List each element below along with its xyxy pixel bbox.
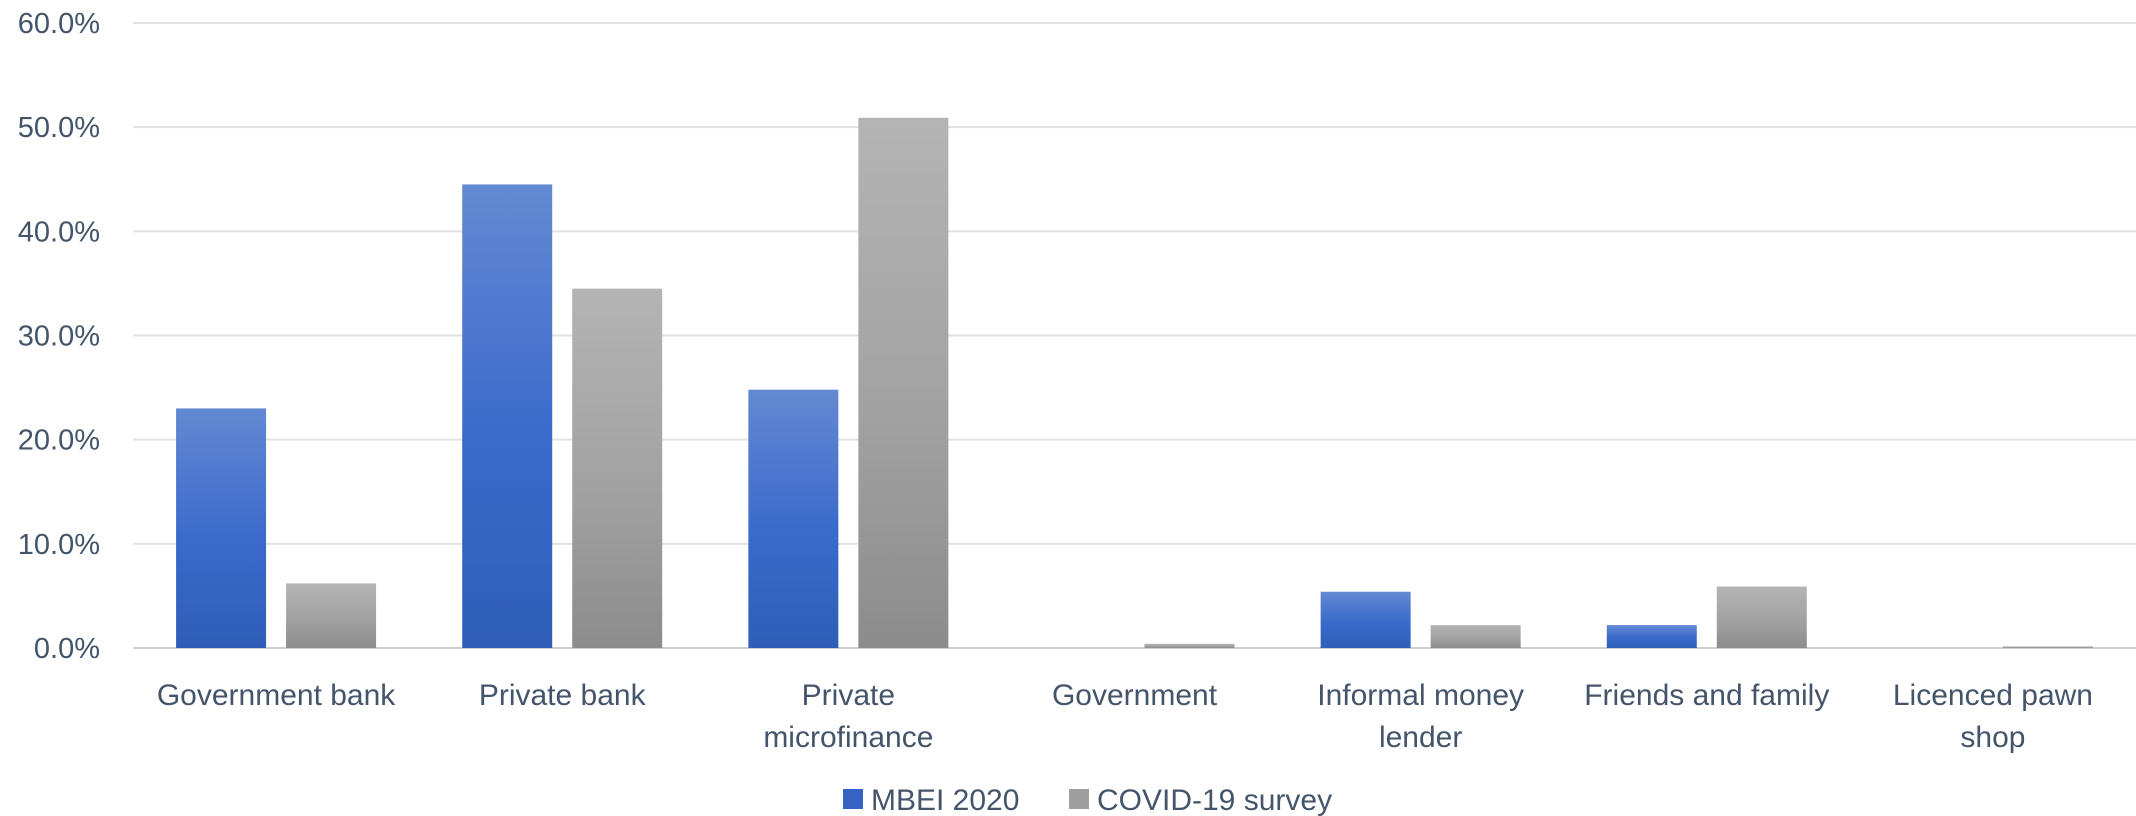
bar-mbei-2020 xyxy=(748,389,839,648)
x-category-label: shop xyxy=(1960,721,2025,754)
y-tick-label: 0.0% xyxy=(34,633,100,665)
bar-mbei-2020 xyxy=(176,408,267,648)
y-tick-label: 20.0% xyxy=(18,425,100,457)
x-category-label: Licenced pawn xyxy=(1893,679,2093,712)
gridlines xyxy=(133,22,2136,649)
y-tick-label: 40.0% xyxy=(18,216,100,248)
bar-mbei-2020 xyxy=(1606,625,1697,648)
legend: MBEI 2020 COVID-19 survey xyxy=(843,784,1332,816)
y-tick-label: 60.0% xyxy=(18,8,100,40)
bar-covid-19-survey xyxy=(858,117,949,648)
y-tick-label: 30.0% xyxy=(18,321,100,353)
x-category-label: Government xyxy=(1052,679,1218,712)
x-category-label: Private xyxy=(802,679,895,712)
x-axis-labels: Government bank Private bank Private microf… xyxy=(157,679,2093,754)
bar-covid-19-survey xyxy=(1144,643,1235,648)
bar-covid-19-survey xyxy=(1716,586,1807,648)
x-category-label: Government bank xyxy=(157,679,396,712)
bars xyxy=(176,117,2093,649)
bar-mbei-2020 xyxy=(462,184,553,649)
bar-covid-19-survey xyxy=(1430,625,1521,648)
legend-swatch-covid-19-survey xyxy=(1069,789,1089,809)
x-category-label: microfinance xyxy=(763,721,933,754)
bar-covid-19-survey xyxy=(286,583,377,648)
x-category-label: Private bank xyxy=(479,679,647,712)
x-category-label: lender xyxy=(1379,721,1462,754)
y-tick-label: 50.0% xyxy=(18,112,100,144)
legend-label-mbei-2020: MBEI 2020 xyxy=(871,784,1019,816)
x-category-label: Informal money xyxy=(1317,679,1524,712)
x-category-label: Friends and family xyxy=(1584,679,1829,712)
bar-covid-19-survey xyxy=(572,288,663,648)
bar-mbei-2020 xyxy=(1320,591,1411,648)
y-axis-ticks: 0.0% 10.0% 20.0% 30.0% 40.0% 50.0% 60.0% xyxy=(18,8,100,665)
legend-swatch-mbei-2020 xyxy=(843,789,863,809)
y-tick-label: 10.0% xyxy=(18,529,100,561)
bar-covid-19-survey xyxy=(2002,646,2093,648)
legend-label-covid-19-survey: COVID-19 survey xyxy=(1097,784,1332,816)
